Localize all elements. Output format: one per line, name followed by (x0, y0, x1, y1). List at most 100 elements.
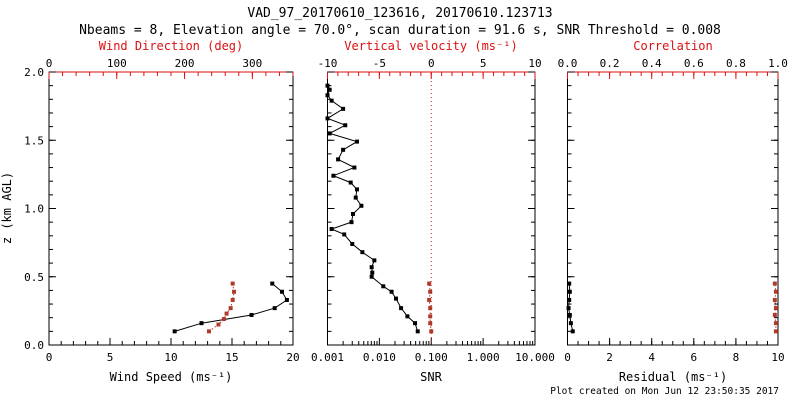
wind-direction-marker (232, 289, 237, 294)
residual-marker (568, 321, 573, 326)
snr-bottom-tick-label: 0.010 (363, 351, 396, 364)
snr-profile-marker (329, 226, 334, 231)
wind-speed-marker (270, 281, 275, 286)
snr-profile-marker (336, 157, 341, 162)
vertical-velocity-marker (427, 297, 432, 302)
wind-bottom-tick-label: 20 (286, 351, 299, 364)
z-tick-label: 1.0 (24, 203, 44, 216)
vertical-velocity-marker (428, 289, 433, 294)
wind-top-tick-label: 200 (175, 57, 195, 70)
wind-top-tick-label: 0 (46, 57, 53, 70)
snr-profile-marker (399, 306, 404, 311)
residual-marker (567, 281, 572, 286)
wind-direction-marker (224, 311, 229, 316)
snr-top-tick-label: 0 (428, 57, 435, 70)
snr-profile-marker (352, 165, 357, 170)
snr-axis-label: SNR (420, 370, 442, 384)
residual-top-tick-label: 0.2 (600, 57, 620, 70)
series-wind-speed (172, 281, 289, 334)
residual-marker (567, 297, 572, 302)
residual-bottom-tick-label: 6 (690, 351, 697, 364)
plot-created-timestamp: Plot created on Mon Jun 12 23:50:35 2017 (550, 386, 779, 397)
snr-bottom-tick-label: 0.001 (311, 351, 344, 364)
residual-bottom-tick-label: 4 (648, 351, 655, 364)
vertical-velocity-marker (427, 281, 432, 286)
snr-profile-marker (325, 116, 330, 121)
snr-profile-marker (329, 98, 334, 103)
snr-profile-marker (353, 195, 358, 200)
snr-bottom-tick-label: 10.000 (515, 351, 555, 364)
correlation-axis-label: Correlation (633, 39, 712, 53)
residual-marker (566, 306, 571, 311)
wind-speed-marker (284, 297, 289, 302)
wind-speed-marker (172, 329, 177, 334)
snr-profile-marker (372, 258, 377, 263)
correlation-marker (773, 306, 778, 311)
snr-profile-marker (369, 265, 374, 270)
snr-profile-marker (325, 83, 330, 88)
snr-profile-marker (381, 284, 386, 289)
snr-profile-marker (354, 139, 359, 144)
series-correlation (772, 281, 778, 334)
residual-top-tick-label: 0.4 (642, 57, 662, 70)
plot-title: VAD_97_20170610_123616, 20170610.123713 (247, 6, 552, 21)
wind-direction-marker (228, 306, 233, 311)
snr-profile-marker (405, 314, 410, 319)
vertical-velocity-axis-label: Vertical velocity (ms⁻¹) (344, 39, 517, 53)
series-wind-direction (206, 281, 237, 334)
wind-bottom-tick-label: 0 (46, 351, 53, 364)
z-tick-label: 1.5 (24, 134, 44, 147)
snr-profile-marker (350, 241, 355, 246)
snr-profile-marker (415, 329, 420, 334)
residual-bottom-tick-label: 0 (564, 351, 571, 364)
snr-top-tick-label: -5 (373, 57, 386, 70)
z-axis-label: z (km AGL) (0, 172, 14, 244)
residual-marker (567, 289, 572, 294)
wind-direction-marker (221, 317, 226, 322)
wind-speed-marker (249, 312, 254, 317)
series-residual (566, 281, 575, 334)
z-tick-label: 0.5 (24, 271, 44, 284)
residual-marker (567, 312, 572, 317)
snr-bottom-tick-label: 0.100 (415, 351, 448, 364)
wind-speed-axis-label: Wind Speed (ms⁻¹) (110, 370, 233, 384)
correlation-marker (773, 329, 778, 334)
vertical-velocity-marker (428, 314, 433, 319)
snr-bottom-tick-label: 1.000 (467, 351, 500, 364)
snr-profile-marker (325, 93, 330, 98)
snr-profile-marker (413, 321, 418, 326)
snr-profile-marker (369, 274, 374, 279)
snr-profile-marker (327, 87, 332, 92)
residual-top-tick-label: 1.0 (768, 57, 788, 70)
snr-profile-marker (350, 211, 355, 216)
snr-profile-marker (370, 270, 375, 275)
wind-direction-marker (216, 322, 221, 327)
snr-profile-marker (348, 180, 353, 185)
wind-direction-marker (230, 281, 235, 286)
panel-residual: 0 2 4 6 8 10 0.0 0.2 0.4 0.6 0.8 1.0 (558, 57, 788, 364)
snr-profile-marker (327, 131, 332, 136)
correlation-marker (773, 289, 778, 294)
z-tick-label: 2.0 (24, 66, 44, 79)
wind-speed-marker (272, 306, 277, 311)
wind-direction-axis-label: Wind Direction (deg) (99, 39, 244, 53)
series-snr-profile (325, 83, 420, 334)
snr-profile-marker (341, 147, 346, 152)
snr-top-tick-label: 10 (528, 57, 541, 70)
residual-bottom-tick-label: 8 (733, 351, 740, 364)
snr-profile-marker (389, 289, 394, 294)
residual-top-tick-label: 0.8 (726, 57, 746, 70)
snr-profile-marker (393, 296, 398, 301)
snr-profile-marker (349, 220, 354, 225)
snr-top-tick-label: -10 (318, 57, 338, 70)
wind-speed-marker (199, 321, 204, 326)
wind-direction-marker (230, 297, 235, 302)
wind-bottom-tick-label: 5 (107, 351, 114, 364)
vertical-velocity-marker (428, 306, 433, 311)
vertical-velocity-marker (429, 329, 434, 334)
correlation-marker (772, 312, 777, 317)
snr-profile-marker (360, 250, 365, 255)
correlation-marker (773, 321, 778, 326)
